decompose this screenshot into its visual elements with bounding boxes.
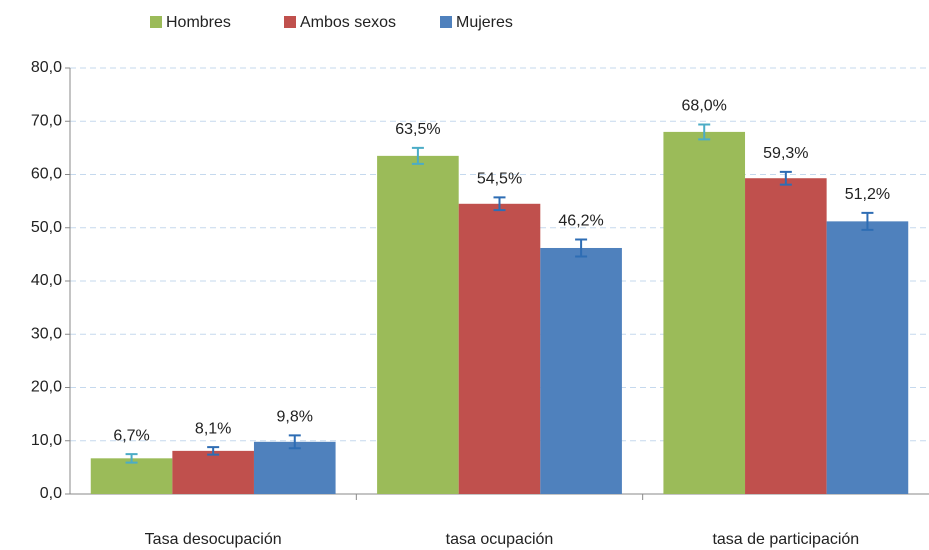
data-label: 54,5%	[477, 171, 522, 188]
bar	[90, 458, 173, 494]
data-label: 6,7%	[113, 427, 149, 444]
y-tick-label: 20,0	[31, 379, 62, 396]
legend-swatch	[150, 16, 162, 28]
x-tick-label: tasa de participación	[712, 531, 859, 548]
error-bar	[288, 434, 301, 450]
bar	[745, 178, 827, 495]
legend-label: Mujeres	[456, 14, 513, 31]
data-label: 59,3%	[763, 145, 808, 162]
error-bar	[575, 238, 588, 258]
x-tick-label: tasa ocupación	[446, 531, 554, 548]
data-label: 51,2%	[845, 186, 890, 203]
legend-swatch	[440, 16, 452, 28]
error-bar	[861, 211, 874, 231]
error-bar	[779, 170, 792, 186]
data-label: 63,5%	[395, 121, 440, 138]
y-tick-label: 0,0	[40, 485, 62, 502]
y-tick-label: 50,0	[31, 219, 62, 236]
y-tick-label: 60,0	[31, 166, 62, 183]
error-bar	[698, 123, 711, 141]
data-label: 9,8%	[277, 409, 313, 426]
data-label: 46,2%	[558, 213, 603, 230]
data-label: 68,0%	[682, 98, 727, 115]
bar	[540, 247, 622, 494]
bar	[377, 155, 459, 495]
y-tick-label: 80,0	[31, 59, 62, 76]
error-bar	[493, 196, 506, 212]
error-bar	[125, 453, 138, 464]
y-tick-label: 10,0	[31, 432, 62, 449]
bar	[663, 131, 746, 494]
legend-swatch	[284, 16, 296, 28]
y-tick-label: 70,0	[31, 112, 62, 129]
bar	[253, 441, 336, 494]
data-label: 8,1%	[195, 420, 231, 437]
error-bar	[411, 146, 424, 165]
y-tick-label: 30,0	[31, 325, 62, 342]
bar	[826, 221, 909, 495]
y-tick-label: 40,0	[31, 272, 62, 289]
x-tick-label: Tasa desocupación	[145, 531, 282, 548]
error-bar	[207, 446, 220, 456]
bar	[458, 203, 541, 494]
legend-label: Ambos sexos	[300, 14, 396, 31]
legend-label: Hombres	[166, 14, 231, 31]
bar	[172, 450, 254, 494]
